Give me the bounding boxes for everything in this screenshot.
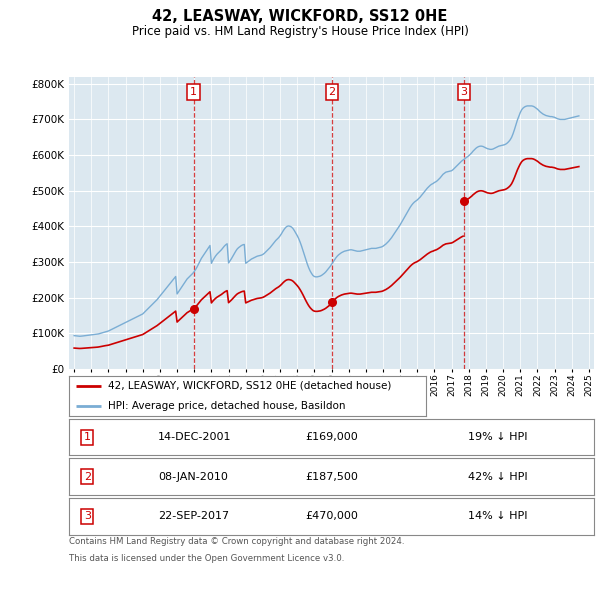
Text: Price paid vs. HM Land Registry's House Price Index (HPI): Price paid vs. HM Land Registry's House … bbox=[131, 25, 469, 38]
Text: 14-DEC-2001: 14-DEC-2001 bbox=[158, 432, 232, 442]
Text: 2: 2 bbox=[84, 472, 91, 481]
Text: 42, LEASWAY, WICKFORD, SS12 0HE (detached house): 42, LEASWAY, WICKFORD, SS12 0HE (detache… bbox=[108, 381, 392, 391]
Text: 1: 1 bbox=[190, 87, 197, 97]
Text: 3: 3 bbox=[84, 512, 91, 521]
Text: £169,000: £169,000 bbox=[305, 432, 358, 442]
Text: 42, LEASWAY, WICKFORD, SS12 0HE: 42, LEASWAY, WICKFORD, SS12 0HE bbox=[152, 9, 448, 24]
Text: HPI: Average price, detached house, Basildon: HPI: Average price, detached house, Basi… bbox=[108, 401, 346, 411]
Text: 14% ↓ HPI: 14% ↓ HPI bbox=[468, 512, 527, 521]
Text: 08-JAN-2010: 08-JAN-2010 bbox=[158, 472, 228, 481]
Text: 22-SEP-2017: 22-SEP-2017 bbox=[158, 512, 229, 521]
Text: 19% ↓ HPI: 19% ↓ HPI bbox=[468, 432, 527, 442]
Text: This data is licensed under the Open Government Licence v3.0.: This data is licensed under the Open Gov… bbox=[69, 554, 344, 563]
Text: £187,500: £187,500 bbox=[305, 472, 358, 481]
Text: 1: 1 bbox=[84, 432, 91, 442]
Text: 2: 2 bbox=[328, 87, 335, 97]
Text: 3: 3 bbox=[460, 87, 467, 97]
Text: 42% ↓ HPI: 42% ↓ HPI bbox=[468, 472, 527, 481]
Text: £470,000: £470,000 bbox=[305, 512, 358, 521]
Text: Contains HM Land Registry data © Crown copyright and database right 2024.: Contains HM Land Registry data © Crown c… bbox=[69, 537, 404, 546]
